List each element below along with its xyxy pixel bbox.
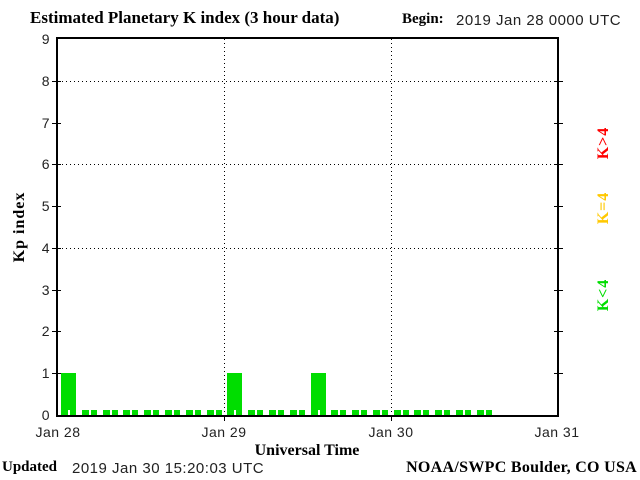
bar-base-notch: [462, 410, 465, 415]
gridline-horizontal-kp-8: [58, 81, 557, 82]
updated-label: Updated: [2, 459, 58, 475]
kp-bar-period-3: [123, 410, 138, 415]
gridline-horizontal-kp-4: [58, 248, 557, 249]
y-tick-label-8: 8: [41, 73, 50, 89]
begin-label: Begin:: [402, 11, 444, 27]
legend-k-above-4: K>4: [595, 126, 612, 160]
chart-title: Estimated Planetary K index (3 hour data…: [30, 8, 340, 27]
y-tick-right-6: [554, 164, 563, 165]
legend-k-below-4: K<4: [595, 278, 612, 312]
updated-timestamp: 2019 Jan 30 15:20:03 UTC: [72, 460, 265, 477]
bar-base-notch: [400, 410, 403, 415]
y-tick-right-2: [554, 331, 563, 332]
y-tick-label-2: 2: [41, 323, 50, 339]
credit-text: NOAA/SWPC Boulder, CO USA: [406, 459, 637, 476]
y-tick-left-7: [52, 123, 61, 124]
y-tick-label-1: 1: [41, 365, 50, 381]
y-tick-right-5: [554, 206, 563, 207]
bar-base-notch: [129, 410, 132, 415]
bar-base-notch: [88, 410, 91, 415]
y-tick-left-3: [52, 290, 61, 291]
bar-base-notch: [213, 410, 216, 415]
y-tick-left-1: [52, 373, 61, 374]
legend-k-equal-4: K=4: [595, 191, 612, 225]
kp-bar-period-4: [144, 410, 159, 415]
bar-base-notch: [441, 410, 444, 415]
y-tick-left-5: [52, 206, 61, 207]
x-tick-below-jan-30: [391, 417, 392, 421]
kp-bar-period-5: [165, 410, 180, 415]
bar-base-notch: [275, 410, 278, 415]
bar-base-notch: [317, 410, 320, 415]
kp-bar-period-1: [82, 410, 97, 415]
y-tick-label-4: 4: [41, 240, 50, 256]
bar-base-notch: [337, 410, 340, 415]
y-tick-right-4: [554, 248, 563, 249]
kp-bar-period-19: [456, 410, 471, 415]
kp-bar-period-11: [290, 410, 305, 415]
y-tick-label-5: 5: [41, 198, 50, 214]
bar-base-notch: [109, 410, 112, 415]
y-tick-right-7: [554, 123, 563, 124]
y-tick-label-3: 3: [41, 282, 50, 298]
kp-bar-period-2: [103, 410, 118, 415]
kp-bar-period-9: [248, 410, 263, 415]
kp-bar-period-15: [373, 410, 388, 415]
bar-base-notch: [296, 410, 299, 415]
gridline-horizontal-kp-6: [58, 164, 557, 165]
y-tick-right-8: [554, 81, 563, 82]
y-tick-label-7: 7: [41, 115, 50, 131]
plot-area: [56, 37, 559, 417]
x-tick-label-jan-30: Jan 30: [368, 424, 414, 440]
bar-base-notch: [254, 410, 257, 415]
kp-bar-period-10: [269, 410, 284, 415]
y-tick-left-2: [52, 331, 61, 332]
y-tick-label-9: 9: [41, 31, 50, 47]
y-tick-right-1: [554, 373, 563, 374]
gridline-vertical-jan-29: [224, 39, 225, 415]
x-axis-title: Universal Time: [254, 442, 360, 459]
kp-bar-period-18: [435, 410, 450, 415]
y-tick-label-6: 6: [41, 156, 50, 172]
kp-bar-period-0: [61, 373, 76, 415]
begin-value: 2019 Jan 28 0000 UTC: [456, 12, 622, 29]
kp-bar-period-14: [352, 410, 367, 415]
x-tick-label-jan-31: Jan 31: [534, 424, 580, 440]
kp-bar-period-20: [477, 410, 492, 415]
kp-bar-period-12: [311, 373, 326, 415]
bar-base-notch: [420, 410, 423, 415]
x-tick-below-jan-29: [224, 417, 225, 421]
kp-bar-period-17: [414, 410, 429, 415]
gridline-vertical-jan-30: [391, 39, 392, 415]
bar-base-notch: [483, 410, 486, 415]
bar-base-notch: [150, 410, 153, 415]
kp-bar-period-13: [331, 410, 346, 415]
y-tick-right-3: [554, 290, 563, 291]
x-tick-label-jan-29: Jan 29: [201, 424, 247, 440]
bar-base-notch: [358, 410, 361, 415]
y-tick-left-6: [52, 164, 61, 165]
y-tick-label-0: 0: [41, 407, 50, 423]
kp-bar-period-16: [394, 410, 409, 415]
kp-bar-period-7: [207, 410, 222, 415]
bar-base-notch: [67, 410, 70, 415]
y-tick-left-4: [52, 248, 61, 249]
bar-base-notch: [233, 410, 236, 415]
bar-base-notch: [192, 410, 195, 415]
kp-bar-period-6: [186, 410, 201, 415]
bar-base-notch: [379, 410, 382, 415]
kp-bar-period-8: [227, 373, 242, 415]
y-tick-left-8: [52, 81, 61, 82]
bar-base-notch: [171, 410, 174, 415]
x-tick-label-jan-28: Jan 28: [35, 424, 81, 440]
